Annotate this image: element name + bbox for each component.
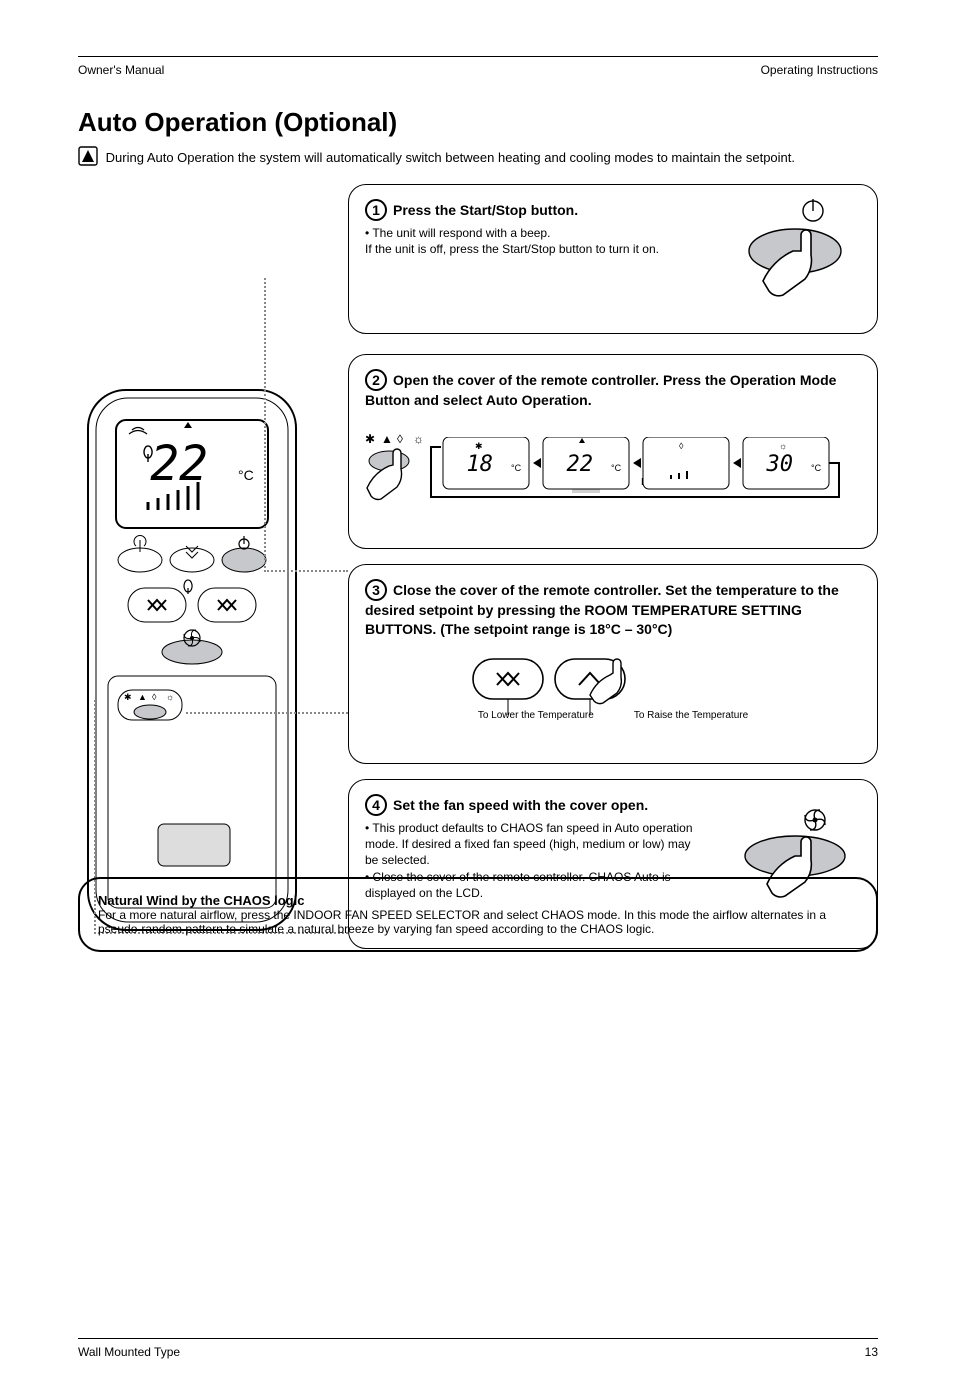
step-head: Set the fan speed with the cover open.	[393, 797, 648, 813]
subtitle-text: During Auto Operation the system will au…	[106, 150, 795, 165]
lcd-unit: °C	[238, 467, 254, 483]
mode-cycle-illustration: 18 °C ✱ 22 °C ◊ 30 °C ☼	[429, 437, 879, 507]
svg-text:18: 18	[467, 452, 494, 477]
step-head: Press the Start/Stop button.	[393, 202, 578, 218]
svg-text:▲: ▲	[381, 432, 393, 446]
press-mode-illustration: ✱ ▲ ◊ ☼	[363, 431, 433, 521]
press-power-illustration	[713, 193, 863, 313]
svg-text:°C: °C	[511, 463, 522, 473]
step-num: 4	[365, 794, 387, 816]
step-3-card: 3Close the cover of the remote controlle…	[348, 564, 878, 764]
svg-text:30: 30	[766, 452, 794, 477]
page-subtitle: During Auto Operation the system will au…	[78, 146, 878, 166]
auto-mode-triangle-icon	[78, 146, 98, 166]
step-body-line: This product defaults to CHAOS fan speed…	[365, 820, 695, 869]
step-1-card: 1Press the Start/Stop button. The unit w…	[348, 184, 878, 334]
fan-icon	[184, 630, 200, 646]
header-right: Operating Instructions	[761, 63, 878, 77]
step-2-card: 2Open the cover of the remote controller…	[348, 354, 878, 549]
leader-line	[264, 278, 348, 572]
step-head: Close the cover of the remote controller…	[365, 582, 839, 637]
svg-text:°C: °C	[811, 463, 822, 473]
power-button[interactable]	[222, 548, 266, 572]
step-num: 3	[365, 579, 387, 601]
footer-left: Wall Mounted Type	[78, 1345, 180, 1359]
svg-text:°C: °C	[611, 463, 622, 473]
step-num: 2	[365, 369, 387, 391]
svg-text:◊: ◊	[679, 441, 684, 451]
note-title: Natural Wind by the CHAOS logic	[98, 893, 304, 908]
page-title: Auto Operation (Optional)	[78, 107, 878, 138]
svg-text:☼: ☼	[413, 432, 424, 446]
svg-text:✱: ✱	[475, 441, 483, 451]
svg-text:☼: ☼	[779, 441, 787, 451]
svg-text:◊: ◊	[397, 432, 403, 446]
note-body: For a more natural airflow, press the IN…	[98, 908, 826, 936]
fan-icon	[805, 810, 825, 830]
footer-page: 13	[865, 1345, 878, 1359]
svg-text:22: 22	[567, 452, 594, 477]
step-num: 1	[365, 199, 387, 221]
step-head: Open the cover of the remote controller.…	[365, 372, 836, 408]
temp-buttons-illustration	[469, 649, 689, 739]
header-left: Owner's Manual	[78, 63, 164, 77]
svg-text:✱: ✱	[365, 432, 375, 446]
note-box: Natural Wind by the CHAOS logic For a mo…	[78, 877, 878, 952]
